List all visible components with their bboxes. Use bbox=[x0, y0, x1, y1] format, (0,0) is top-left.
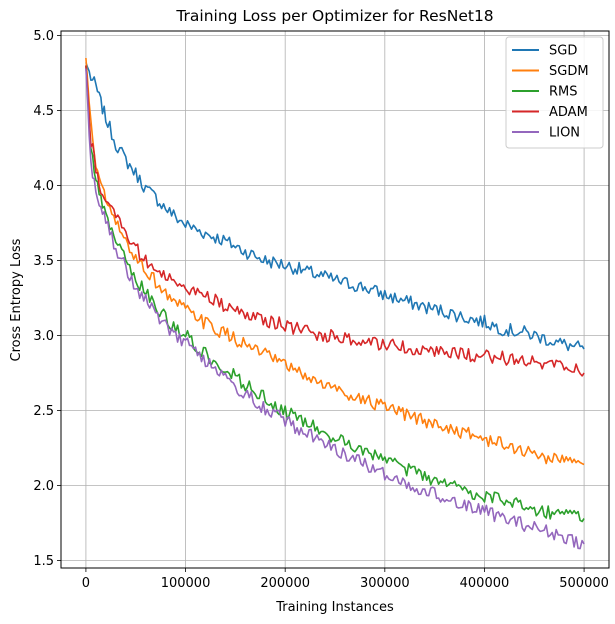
series-line-rms bbox=[85, 65, 585, 523]
legend-label-sgdm: SGDM bbox=[549, 64, 589, 79]
legend-label-adam: ADAM bbox=[549, 105, 588, 120]
y-tick-label: 5.0 bbox=[33, 29, 54, 44]
y-tick-label: 2.0 bbox=[33, 479, 54, 494]
x-tick-label: 0 bbox=[82, 576, 90, 591]
x-tick-label: 400000 bbox=[460, 576, 510, 591]
y-tick-label: 4.0 bbox=[33, 179, 54, 194]
x-axis-label: Training Instances bbox=[275, 600, 394, 615]
x-tick-label: 200000 bbox=[260, 576, 310, 591]
series-line-sgd bbox=[85, 62, 585, 352]
x-tick-label: 300000 bbox=[360, 576, 410, 591]
series-line-adam bbox=[85, 65, 585, 377]
series-line-sgdm bbox=[85, 57, 585, 466]
axes-frame bbox=[60, 30, 610, 569]
y-tick-label: 1.5 bbox=[33, 554, 54, 569]
x-tick-label: 100000 bbox=[161, 576, 211, 591]
legend-label-lion: LION bbox=[549, 126, 580, 141]
y-tick-label: 3.5 bbox=[33, 254, 54, 269]
y-axis-ticks: 1.5 2.0 2.5 3.0 3.5 4.0 4.5 5.0 bbox=[33, 29, 61, 569]
x-tick-label: 500000 bbox=[559, 576, 609, 591]
legend-label-sgd: SGD bbox=[549, 44, 577, 59]
chart-title: Training Loss per Optimizer for ResNet18 bbox=[175, 7, 493, 25]
y-tick-label: 4.5 bbox=[33, 104, 54, 119]
plot-lines bbox=[85, 57, 585, 550]
y-axis-label: Cross Entropy Loss bbox=[9, 238, 24, 361]
legend-label-rms: RMS bbox=[549, 85, 578, 100]
series-line-lion bbox=[85, 68, 585, 550]
y-tick-label: 3.0 bbox=[33, 329, 54, 344]
x-axis-ticks: 0 100000 200000 300000 400000 500000 bbox=[82, 568, 609, 591]
legend: SGD SGDM RMS ADAM LION bbox=[505, 36, 604, 149]
legend-box bbox=[505, 36, 604, 149]
y-tick-label: 2.5 bbox=[33, 404, 54, 419]
